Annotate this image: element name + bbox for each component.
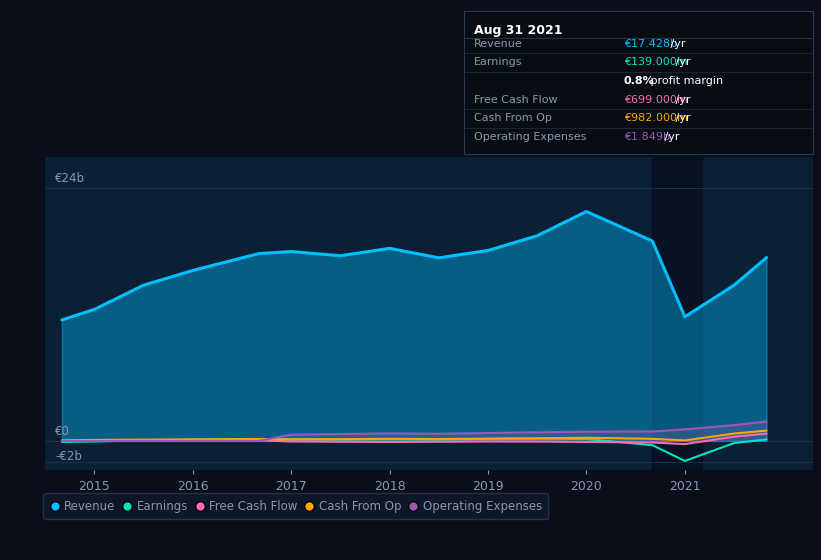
Text: -€2b: -€2b — [55, 450, 82, 463]
Text: €699.000m: €699.000m — [624, 95, 688, 105]
Text: /yr: /yr — [672, 95, 690, 105]
Text: profit margin: profit margin — [648, 76, 723, 86]
Text: Free Cash Flow: Free Cash Flow — [474, 95, 557, 105]
Text: €139.000m: €139.000m — [624, 57, 687, 67]
Legend: Revenue, Earnings, Free Cash Flow, Cash From Op, Operating Expenses: Revenue, Earnings, Free Cash Flow, Cash … — [44, 493, 548, 519]
Text: /yr: /yr — [667, 39, 686, 49]
Bar — [653, 157, 702, 470]
Text: €982.000m: €982.000m — [624, 113, 688, 123]
Text: Operating Expenses: Operating Expenses — [474, 132, 586, 142]
Text: €17.428b: €17.428b — [624, 39, 677, 49]
Text: Cash From Op: Cash From Op — [474, 113, 552, 123]
Text: €0: €0 — [55, 425, 70, 438]
Text: /yr: /yr — [662, 132, 680, 142]
Text: €1.849b: €1.849b — [624, 132, 670, 142]
Text: Aug 31 2021: Aug 31 2021 — [474, 24, 562, 37]
Text: Earnings: Earnings — [474, 57, 522, 67]
Text: 0.8%: 0.8% — [624, 76, 654, 86]
Text: €24b: €24b — [55, 172, 85, 185]
Text: Revenue: Revenue — [474, 39, 522, 49]
Text: /yr: /yr — [672, 57, 690, 67]
Text: /yr: /yr — [672, 113, 690, 123]
